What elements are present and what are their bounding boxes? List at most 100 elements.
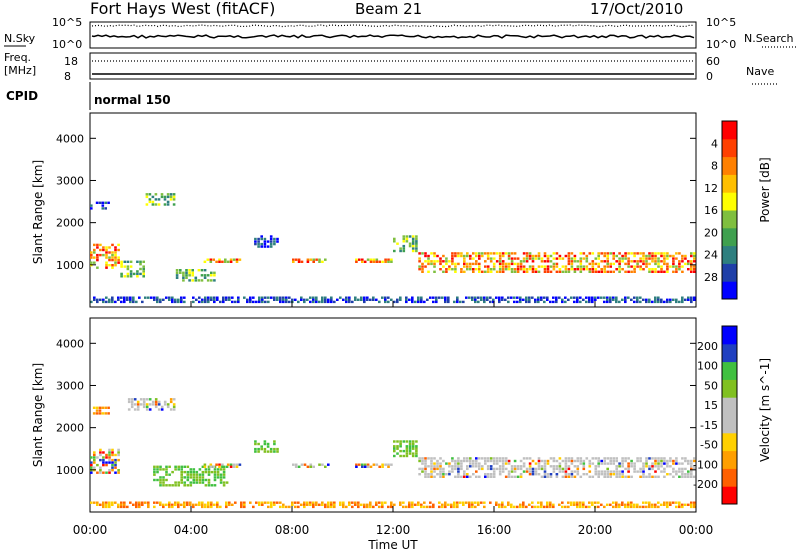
heatmap-cell bbox=[172, 193, 176, 196]
heatmap-cell bbox=[463, 270, 466, 273]
heatmap-cell bbox=[105, 296, 108, 299]
heatmap-cell bbox=[442, 270, 445, 273]
heatmap-cell bbox=[166, 403, 170, 406]
heatmap-cell bbox=[232, 465, 236, 468]
heatmap-cell bbox=[172, 195, 176, 199]
heatmap-cell bbox=[552, 257, 556, 260]
heatmap-cell bbox=[582, 505, 585, 509]
heatmap-cell bbox=[504, 298, 507, 301]
heatmap-cell bbox=[203, 276, 207, 279]
heatmap-cell bbox=[457, 467, 460, 471]
heatmap-cell bbox=[142, 400, 146, 404]
heatmap-cell bbox=[273, 298, 276, 301]
heatmap-cell bbox=[501, 470, 505, 473]
colorbar-swatch bbox=[722, 450, 737, 469]
heatmap-cell bbox=[315, 298, 318, 301]
heatmap-cell bbox=[457, 473, 460, 476]
heatmap-cell bbox=[172, 403, 176, 406]
heatmap-cell bbox=[105, 261, 108, 264]
heatmap-cell bbox=[269, 450, 273, 453]
heatmap-cell bbox=[254, 242, 257, 246]
heatmap-cell bbox=[201, 501, 204, 504]
colorbar-swatch bbox=[722, 263, 737, 282]
heatmap-cell bbox=[675, 473, 678, 476]
heatmap-cell bbox=[633, 252, 636, 255]
heatmap-cell bbox=[469, 459, 472, 463]
heatmap-cell bbox=[189, 470, 193, 474]
heatmap-cell bbox=[378, 260, 381, 263]
heatmap-cell bbox=[188, 269, 191, 272]
heatmap-cell bbox=[180, 470, 183, 474]
heatmap-cell bbox=[657, 260, 660, 263]
heatmap-cell bbox=[457, 475, 460, 478]
heatmap-cell bbox=[203, 274, 207, 277]
heatmap-cell bbox=[309, 296, 312, 299]
heatmap-cell bbox=[576, 265, 580, 268]
heatmap-cell bbox=[177, 468, 180, 471]
heatmap-cell bbox=[525, 268, 529, 271]
heatmap-cell bbox=[405, 298, 408, 301]
heatmap-cell bbox=[654, 260, 657, 263]
heatmap-cell bbox=[690, 462, 693, 465]
heatmap-cell bbox=[429, 505, 432, 509]
heatmap-cell bbox=[132, 503, 135, 506]
heatmap-cell bbox=[96, 501, 99, 504]
heatmap-cell bbox=[165, 296, 168, 299]
heatmap-cell bbox=[501, 503, 504, 506]
heatmap-cell bbox=[462, 501, 465, 504]
heatmap-cell bbox=[321, 501, 324, 504]
heatmap-cell bbox=[618, 265, 621, 268]
heatmap-cell bbox=[660, 260, 663, 263]
freq-tick-top: 18 bbox=[64, 55, 78, 68]
heatmap-cell bbox=[378, 505, 381, 509]
heatmap-cell bbox=[681, 505, 684, 509]
heatmap-cell bbox=[243, 296, 246, 299]
heatmap-cell bbox=[372, 260, 376, 263]
heatmap-cell bbox=[120, 260, 123, 263]
heatmap-cell bbox=[588, 298, 591, 301]
heatmap-cell bbox=[618, 257, 621, 260]
heatmap-cell bbox=[228, 503, 231, 506]
heatmap-cell bbox=[354, 501, 357, 504]
heatmap-cell bbox=[618, 262, 621, 266]
heatmap-cell bbox=[684, 298, 687, 301]
heatmap-cell bbox=[472, 473, 475, 476]
heatmap-cell bbox=[675, 470, 678, 473]
heatmap-cell bbox=[189, 481, 193, 484]
heatmap-cell bbox=[555, 300, 558, 304]
heatmap-cell bbox=[594, 298, 597, 301]
heatmap-cell bbox=[456, 300, 459, 304]
heatmap-cell bbox=[318, 260, 321, 263]
heatmap-cell bbox=[165, 484, 168, 487]
heatmap-cell bbox=[285, 298, 288, 301]
heatmap-cell bbox=[469, 268, 472, 271]
heatmap-cell bbox=[234, 501, 237, 504]
heatmap-cell bbox=[174, 465, 177, 468]
heatmap-cell bbox=[402, 501, 405, 504]
heatmap-cell bbox=[690, 265, 693, 268]
heatmap-cell bbox=[276, 501, 279, 504]
heatmap-cell bbox=[594, 473, 598, 476]
heatmap-cell bbox=[579, 503, 582, 506]
heatmap-cell bbox=[675, 265, 678, 268]
heatmap-cell bbox=[448, 260, 451, 263]
heatmap-cell bbox=[408, 244, 412, 248]
heatmap-cell bbox=[528, 296, 531, 299]
heatmap-cell bbox=[90, 501, 93, 504]
heatmap-cell bbox=[171, 296, 174, 299]
heatmap-cell bbox=[495, 459, 499, 463]
heatmap-cell bbox=[648, 457, 651, 460]
heatmap-cell bbox=[102, 246, 105, 249]
colorbar-swatch bbox=[722, 326, 737, 345]
heatmap-cell bbox=[163, 195, 167, 199]
heatmap-cell bbox=[225, 505, 228, 509]
heatmap-cell bbox=[582, 462, 586, 465]
heatmap-cell bbox=[145, 193, 149, 196]
heatmap-cell bbox=[182, 276, 185, 279]
heatmap-cell bbox=[484, 265, 487, 268]
heatmap-cell bbox=[166, 203, 170, 206]
heatmap-cell bbox=[93, 458, 96, 462]
heatmap-cell bbox=[510, 262, 514, 266]
heatmap-cell bbox=[163, 198, 167, 201]
heatmap-cell bbox=[390, 505, 393, 509]
